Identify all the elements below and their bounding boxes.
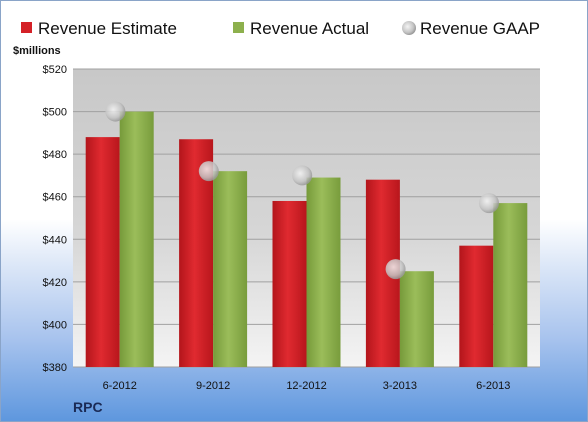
y-unit-label: $millions [13,45,61,57]
legend: Revenue Estimate Revenue Actual Revenue GA… [21,19,540,38]
legend-label: Revenue Estimate [38,19,177,38]
x-tick-label: 12-2012 [286,380,326,392]
y-tick-label: $480 [43,149,67,161]
marker-revenue-gaap [105,101,126,122]
bar-revenue-actual [493,203,528,367]
legend-label: Revenue GAAP [420,19,540,38]
legend-swatch-actual [233,22,244,33]
bar-revenue-estimate [85,137,120,367]
x-tick-label: 6-2012 [103,380,137,392]
y-tick-label: $420 [43,277,67,289]
bar-revenue-estimate [459,245,494,367]
x-tick-label: 9-2012 [196,380,230,392]
y-tick-label: $380 [43,362,67,374]
bars-layer [85,111,528,367]
gaap-markers-layer [105,101,499,280]
y-tick-label: $440 [43,234,67,246]
legend-label: Revenue Actual [250,19,369,38]
marker-revenue-gaap [385,259,406,280]
company-label: RPC [73,399,103,415]
legend-swatch-estimate [21,22,32,33]
y-tick-label: $460 [43,192,67,204]
y-tick-label: $520 [43,64,67,76]
x-tick-label: 6-2013 [476,380,510,392]
y-tick-label: $400 [43,319,67,331]
marker-revenue-gaap [198,161,219,182]
marker-revenue-gaap [479,193,499,214]
legend-swatch-gaap [402,21,416,35]
y-tick-label: $500 [43,107,67,119]
bar-revenue-actual [119,111,154,367]
bar-revenue-estimate [272,200,307,367]
bar-revenue-actual [306,177,341,367]
bar-revenue-actual [399,271,434,367]
bar-revenue-actual [213,171,248,367]
marker-revenue-gaap [292,165,313,186]
axis-ticks-layer: $380 $400 $420 $440 $460 $480 $500 $520 6-2012 9-… [43,64,511,392]
x-tick-label: 3-2013 [383,380,417,392]
